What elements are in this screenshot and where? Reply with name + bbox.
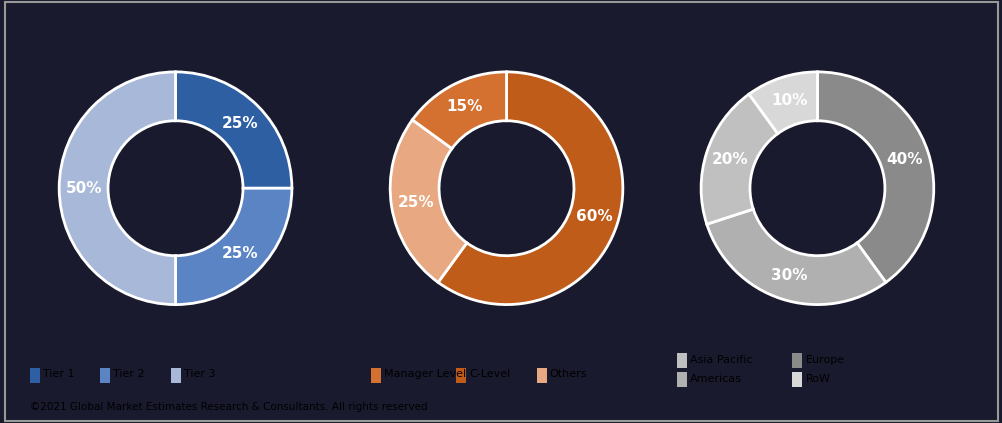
Wedge shape bbox=[390, 120, 466, 283]
Text: 10%: 10% bbox=[771, 93, 807, 108]
Text: Manager Level: Manager Level bbox=[384, 369, 466, 379]
Text: RoW: RoW bbox=[805, 374, 830, 385]
Wedge shape bbox=[706, 209, 885, 305]
Text: 25%: 25% bbox=[222, 246, 259, 261]
Text: 60%: 60% bbox=[575, 209, 611, 224]
Text: 20%: 20% bbox=[711, 152, 747, 168]
Text: Asia Pacific: Asia Pacific bbox=[689, 355, 752, 365]
Text: Others: Others bbox=[549, 369, 586, 379]
Text: Europe: Europe bbox=[805, 355, 844, 365]
Wedge shape bbox=[175, 72, 292, 188]
Text: Tier 1: Tier 1 bbox=[43, 369, 74, 379]
Wedge shape bbox=[59, 72, 175, 305]
Wedge shape bbox=[700, 94, 777, 224]
Text: 40%: 40% bbox=[886, 152, 922, 168]
Wedge shape bbox=[412, 72, 506, 148]
Text: 15%: 15% bbox=[446, 99, 483, 114]
Text: Tier 3: Tier 3 bbox=[183, 369, 214, 379]
Wedge shape bbox=[817, 72, 933, 283]
Text: Tier 2: Tier 2 bbox=[113, 369, 145, 379]
Text: Americas: Americas bbox=[689, 374, 741, 385]
Text: ©2021 Global Market Estimates Research & Consultants. All rights reserved: ©2021 Global Market Estimates Research &… bbox=[30, 402, 427, 412]
Text: 25%: 25% bbox=[222, 116, 259, 131]
Text: 50%: 50% bbox=[65, 181, 102, 196]
Wedge shape bbox=[175, 188, 292, 305]
Text: 25%: 25% bbox=[397, 195, 434, 210]
Text: C-Level: C-Level bbox=[469, 369, 510, 379]
Wedge shape bbox=[748, 72, 817, 134]
Wedge shape bbox=[438, 72, 622, 305]
Text: 30%: 30% bbox=[770, 268, 807, 283]
